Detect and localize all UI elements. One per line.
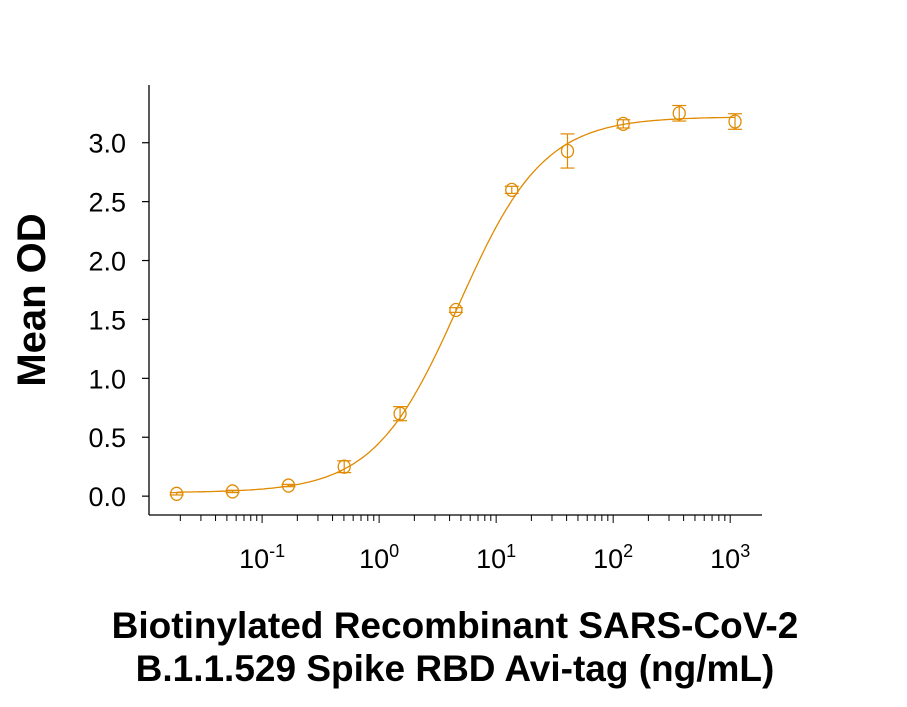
data-point [337, 459, 352, 474]
fit-curve [176, 116, 735, 493]
data-point [281, 478, 296, 493]
point-marker [337, 459, 351, 474]
y-tick-label: 3.0 [88, 129, 126, 159]
x-axis-label-line-1: Biotinylated Recombinant SARS-CoV-2 [112, 605, 799, 646]
y-tick-label: 1.5 [88, 305, 126, 335]
x-tick-label: 100 [359, 541, 399, 574]
point-marker [393, 406, 407, 421]
y-tick-label: 0.5 [88, 423, 126, 453]
point-marker [505, 182, 519, 197]
y-tick-label: 1.0 [88, 364, 126, 394]
x-tick-exponent: -1 [269, 541, 285, 561]
point-marker [449, 302, 463, 318]
x-tick-label: 102 [593, 541, 633, 574]
point-marker [169, 486, 184, 501]
x-tick-base: 10 [593, 544, 623, 574]
data-point [169, 486, 184, 501]
data-point [616, 116, 631, 132]
point-marker [616, 116, 630, 132]
x-tick-base: 10 [239, 544, 269, 574]
point-marker [281, 478, 296, 493]
x-tick-base: 10 [359, 544, 389, 574]
y-tick-label: 0.0 [88, 482, 126, 512]
x-tick-exponent: 0 [389, 541, 399, 561]
fit-curve-group [176, 116, 735, 493]
axes: 0.00.51.01.52.02.53.010-1 100 101 102 103 [88, 85, 762, 574]
x-tick-base: 10 [710, 544, 740, 574]
point-marker [728, 114, 742, 129]
y-tick-label: 2.5 [88, 188, 126, 218]
x-tick-label: 103 [710, 541, 750, 574]
point-marker [225, 484, 240, 499]
data-point [504, 182, 519, 197]
data-point [393, 406, 408, 422]
data-points [169, 104, 743, 501]
data-point [560, 133, 575, 169]
point-marker [560, 143, 575, 159]
x-tick-label: 101 [476, 541, 516, 574]
x-tick-base: 10 [476, 544, 506, 574]
y-axis-label: Mean OD [10, 213, 54, 386]
data-point [448, 302, 463, 318]
x-tick-exponent: 3 [740, 541, 750, 561]
x-tick-exponent: 1 [506, 541, 516, 561]
data-point [225, 484, 240, 499]
x-axis-label-line-2: B.1.1.529 Spike RBD Avi-tag (ng/mL) [136, 648, 775, 689]
x-tick-label: 10-1 [239, 541, 285, 574]
y-tick-label: 2.0 [88, 247, 126, 277]
x-tick-exponent: 2 [623, 541, 633, 561]
point-marker [672, 106, 686, 121]
data-point [728, 113, 743, 130]
data-point [672, 104, 687, 122]
